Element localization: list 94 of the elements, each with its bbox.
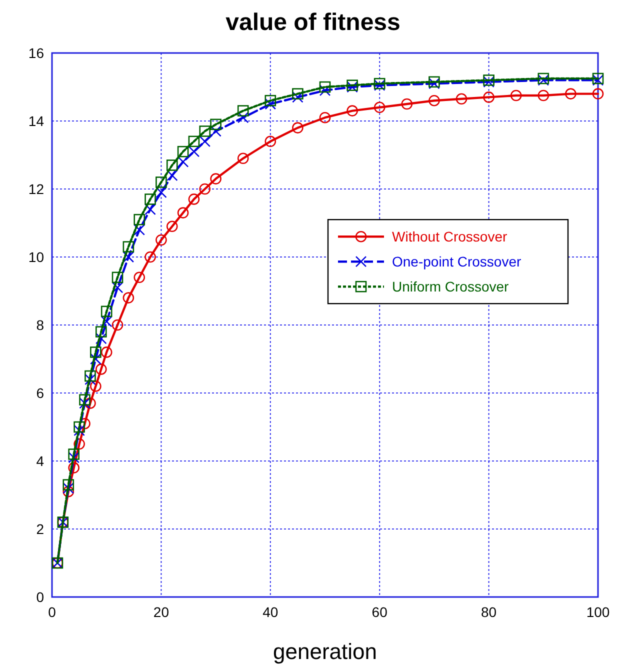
y-tick-label: 0: [36, 589, 44, 605]
point: [144, 251, 156, 263]
point: [188, 136, 200, 148]
legend-label: Uniform Crossover: [392, 278, 510, 295]
point: [592, 88, 604, 100]
point: [68, 462, 80, 474]
point: [483, 92, 494, 103]
point: [112, 272, 124, 284]
point: [210, 126, 222, 137]
point: [74, 438, 85, 450]
point: [62, 482, 74, 494]
point: [292, 122, 304, 134]
point: [538, 90, 550, 102]
x-tick-label: 20: [153, 604, 170, 620]
point: [428, 94, 440, 106]
point: [79, 394, 90, 406]
y-tick-label: 8: [36, 317, 44, 333]
point: [237, 152, 249, 164]
point: [346, 105, 358, 116]
point: [144, 204, 156, 216]
point: [237, 112, 249, 124]
point: [565, 88, 576, 100]
point: [84, 374, 96, 386]
point: [456, 93, 468, 105]
point: [112, 319, 124, 331]
point: [122, 241, 134, 252]
point: [122, 292, 134, 304]
point: [166, 170, 178, 182]
point: [264, 94, 276, 106]
point: [166, 160, 178, 171]
point: [292, 92, 304, 103]
point: [319, 112, 331, 124]
point: [319, 84, 331, 96]
x-tick-label: 40: [262, 604, 278, 620]
point: [134, 214, 146, 226]
point: [112, 282, 124, 294]
point: [84, 370, 96, 382]
y-tick-label: 16: [28, 45, 44, 61]
point: [210, 118, 222, 130]
point: [237, 105, 249, 116]
point: [68, 452, 80, 464]
x-tick-label: 80: [481, 604, 497, 620]
point: [100, 346, 112, 358]
x-axis-title: generation: [273, 639, 377, 664]
legend-label: Without Crossover: [392, 228, 508, 245]
point: [199, 136, 211, 148]
point: [199, 183, 211, 195]
point: [134, 272, 146, 284]
point: [156, 176, 167, 188]
x-tick-label: 60: [372, 604, 388, 620]
y-tick-label: 12: [28, 181, 44, 197]
point: [95, 332, 107, 344]
y-tick-label: 2: [36, 521, 44, 537]
point: [177, 156, 189, 168]
x-tick-label: 0: [48, 604, 56, 620]
point: [401, 98, 413, 110]
point: [90, 353, 102, 365]
y-tick-label: 4: [36, 453, 44, 469]
point: [188, 146, 200, 158]
point: [177, 207, 189, 218]
point: [510, 90, 522, 102]
point: [144, 194, 156, 205]
y-tick-label: 6: [36, 385, 44, 401]
point: [134, 224, 146, 236]
point: [74, 421, 85, 433]
point: [188, 194, 200, 205]
point: [166, 220, 178, 232]
x-tick-label: 100: [586, 604, 610, 620]
point: [100, 306, 112, 318]
y-tick-label: 10: [28, 249, 44, 265]
chart-title: value of fitness: [226, 9, 400, 36]
point: [264, 98, 276, 110]
point: [79, 398, 90, 409]
point: [84, 398, 96, 409]
point: [95, 364, 107, 375]
point: [210, 173, 222, 184]
point: [90, 346, 102, 358]
point: [292, 88, 304, 100]
point: [68, 448, 80, 460]
point: [199, 126, 211, 137]
point: [264, 136, 276, 148]
point: [156, 234, 167, 246]
point: [374, 102, 386, 114]
point: [122, 251, 134, 263]
point: [156, 186, 167, 198]
point: [95, 326, 107, 338]
legend-label: One-point Crossover: [392, 254, 522, 270]
point: [62, 479, 74, 490]
point: [62, 486, 74, 498]
point: [90, 380, 102, 392]
y-tick-label: 14: [28, 113, 44, 129]
point: [74, 424, 85, 436]
point: [177, 146, 189, 158]
point: [319, 81, 331, 93]
